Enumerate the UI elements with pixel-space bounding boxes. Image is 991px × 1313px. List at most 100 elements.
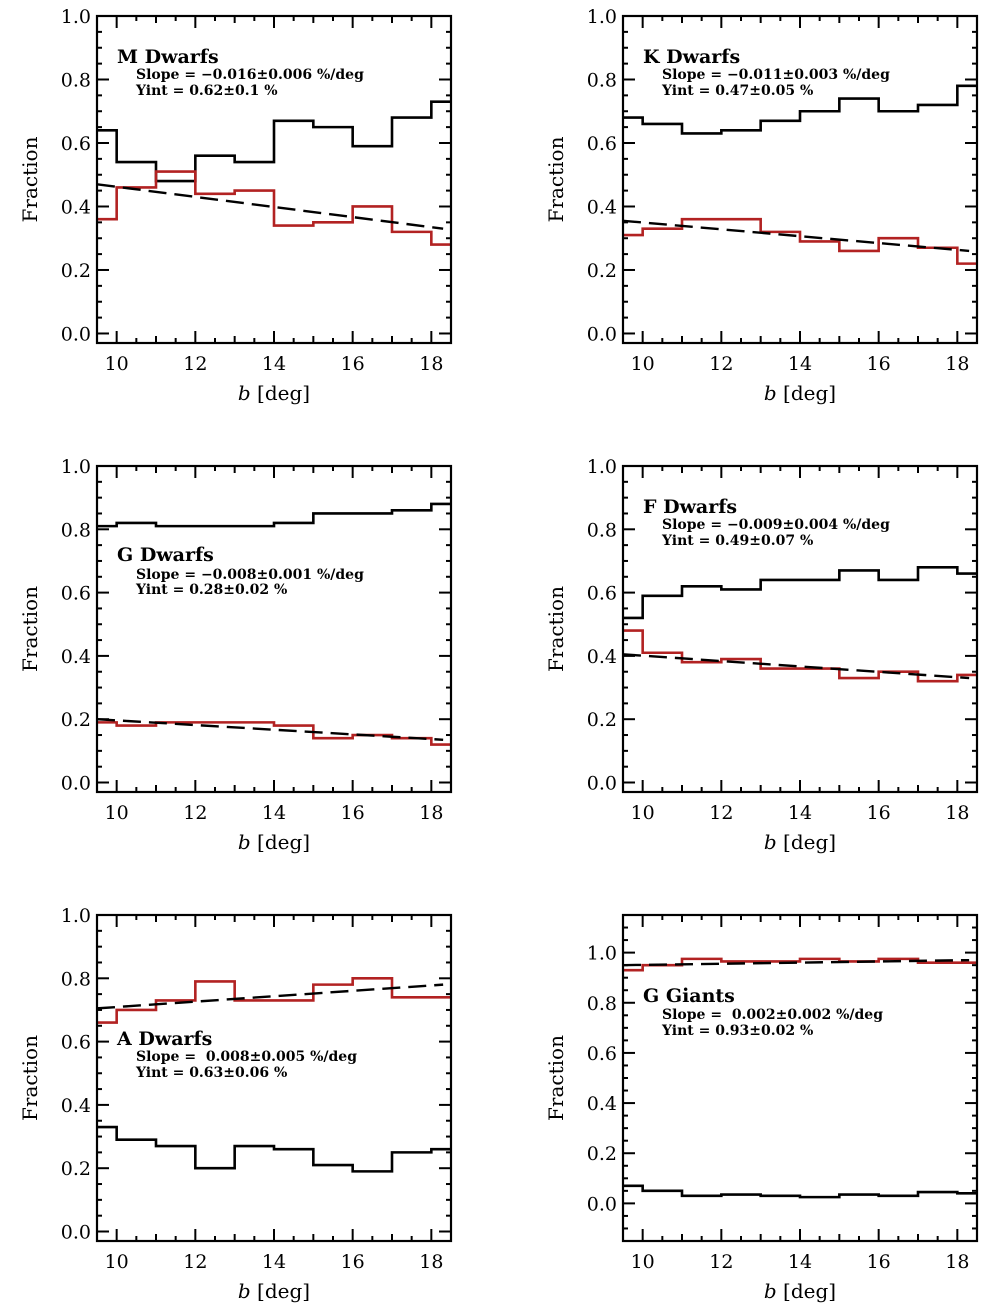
- slope-annotation: Slope = −0.016±0.006 %/deg: [136, 67, 364, 83]
- step-line-black: [97, 1125, 451, 1173]
- x-tick-label: 14: [788, 1251, 812, 1273]
- y-tick-label: 0.4: [61, 1095, 91, 1117]
- y-axis-title: Fraction: [544, 586, 568, 672]
- slope-annotation: Slope = 0.008±0.005 %/deg: [136, 1049, 357, 1065]
- y-tick-label: 1.0: [587, 456, 617, 478]
- y-tick-label: 1.0: [61, 456, 91, 478]
- fit-line-dashed: [623, 219, 970, 253]
- x-tick-label: 14: [262, 1251, 286, 1273]
- y-axis-title: Fraction: [544, 1035, 568, 1121]
- plot-frame: [95, 14, 453, 345]
- step-line-red: [623, 217, 977, 265]
- x-tick-label: 12: [183, 802, 207, 824]
- y-tick-label: 0.6: [587, 583, 617, 605]
- fit-line-dashed: [97, 183, 444, 230]
- y-tick-label: 0.2: [587, 709, 617, 731]
- y-tick-label: 0.4: [587, 646, 617, 668]
- x-axis-title: b [deg]: [238, 1279, 310, 1303]
- x-tick-label: 16: [867, 353, 891, 375]
- x-tick-label: 14: [262, 353, 286, 375]
- y-tick-label: 0.8: [61, 519, 91, 541]
- slope-annotation: Slope = −0.011±0.003 %/deg: [662, 67, 890, 83]
- y-tick-label: 1.0: [587, 6, 617, 28]
- chart-panel-6: 10 12 14 16 18 0.0 0.2 0.4 0.6 0.8 1.0 G GiantsSlop…: [544, 913, 979, 1303]
- x-tick-label: 14: [788, 802, 812, 824]
- y-tick-label: 0.8: [587, 519, 617, 541]
- plot-frame: [95, 913, 453, 1243]
- x-tick-label: 18: [945, 1251, 969, 1273]
- yint-annotation: Yint = 0.47±0.05 %: [661, 83, 813, 99]
- step-line-black: [97, 100, 451, 183]
- step-line-red: [97, 977, 451, 1024]
- y-tick-label: 0.2: [587, 260, 617, 282]
- y-tick-label: 0.0: [61, 323, 91, 345]
- y-axis-title: Fraction: [544, 136, 568, 222]
- x-axis-title: b [deg]: [764, 1279, 836, 1303]
- y-tick-label: 0.0: [587, 1193, 617, 1215]
- y-tick-label: 0.6: [587, 1043, 617, 1065]
- x-axis-title: b [deg]: [238, 830, 310, 854]
- plot-frame: [621, 913, 979, 1243]
- y-tick-label: 0.2: [61, 709, 91, 731]
- x-tick-label: 16: [867, 802, 891, 824]
- x-tick-label: 18: [419, 802, 443, 824]
- panel-title: F Dwarfs: [643, 496, 737, 518]
- y-tick-label: 0.8: [61, 968, 91, 990]
- y-tick-label: 0.4: [61, 646, 91, 668]
- x-axis-title: b [deg]: [764, 830, 836, 854]
- chart-panel-2: 10 12 14 16 18 0.0 0.2 0.4 0.6 0.8 1.0 K DwarfsSlop…: [544, 6, 979, 405]
- chart-panel-1: 10 12 14 16 18 0.0 0.2 0.4 0.6 0.8 1.0 M DwarfsSlop…: [18, 6, 453, 405]
- x-tick-label: 14: [262, 802, 286, 824]
- chart-panel-4: 10 12 14 16 18 0.0 0.2 0.4 0.6 0.8 1.0 F DwarfsSlop…: [544, 456, 979, 854]
- y-tick-label: 0.2: [587, 1143, 617, 1165]
- y-axis-title: Fraction: [18, 586, 42, 672]
- fit-line-dashed: [97, 718, 444, 741]
- slope-annotation: Slope = 0.002±0.002 %/deg: [662, 1007, 883, 1023]
- panel-title: A Dwarfs: [116, 1028, 212, 1050]
- x-tick-label: 12: [709, 802, 733, 824]
- x-tick-label: 16: [341, 1251, 365, 1273]
- x-tick-label: 10: [631, 1251, 655, 1273]
- y-tick-label: 1.0: [61, 6, 91, 28]
- slope-annotation: Slope = −0.008±0.001 %/deg: [136, 567, 364, 583]
- panel-title: K Dwarfs: [643, 46, 740, 68]
- y-tick-label: 0.6: [61, 1032, 91, 1054]
- y-tick-label: 1.0: [61, 905, 91, 927]
- y-tick-label: 0.8: [587, 993, 617, 1015]
- yint-annotation: Yint = 0.28±0.02 %: [135, 582, 287, 598]
- x-tick-label: 18: [945, 353, 969, 375]
- plot-frame: [621, 14, 979, 345]
- y-tick-label: 0.0: [61, 1222, 91, 1244]
- y-tick-label: 0.6: [61, 583, 91, 605]
- y-tick-label: 0.8: [61, 69, 91, 91]
- slope-annotation: Slope = −0.009±0.004 %/deg: [662, 517, 890, 533]
- y-tick-label: 0.0: [61, 773, 91, 795]
- y-tick-label: 0.4: [587, 196, 617, 218]
- x-tick-label: 16: [341, 802, 365, 824]
- plot-frame: [95, 464, 453, 794]
- x-tick-label: 18: [419, 353, 443, 375]
- yint-annotation: Yint = 0.49±0.07 %: [661, 533, 813, 549]
- y-axis-title: Fraction: [18, 1035, 42, 1121]
- y-tick-label: 0.8: [587, 69, 617, 91]
- x-tick-label: 18: [419, 1251, 443, 1273]
- yint-annotation: Yint = 0.62±0.1 %: [135, 83, 278, 99]
- y-axis-title: Fraction: [18, 136, 42, 222]
- y-tick-label: 0.0: [587, 773, 617, 795]
- fit-line-dashed: [97, 983, 444, 1010]
- panel-title: G Giants: [643, 985, 735, 1007]
- y-tick-label: 0.0: [587, 323, 617, 345]
- step-line-black: [623, 565, 977, 620]
- y-tick-label: 0.6: [587, 133, 617, 155]
- x-axis-title: b [deg]: [238, 381, 310, 405]
- x-tick-label: 12: [183, 1251, 207, 1273]
- panel-title: M Dwarfs: [117, 46, 219, 68]
- x-tick-label: 10: [105, 1251, 129, 1273]
- plot-frame: [621, 464, 979, 794]
- step-line-black: [623, 84, 977, 135]
- y-tick-label: 0.2: [61, 260, 91, 282]
- x-tick-label: 16: [867, 1251, 891, 1273]
- chart-panel-3: 10 12 14 16 18 0.0 0.2 0.4 0.6 0.8 1.0 G DwarfsSlop…: [18, 456, 453, 854]
- yint-annotation: Yint = 0.63±0.06 %: [135, 1065, 287, 1081]
